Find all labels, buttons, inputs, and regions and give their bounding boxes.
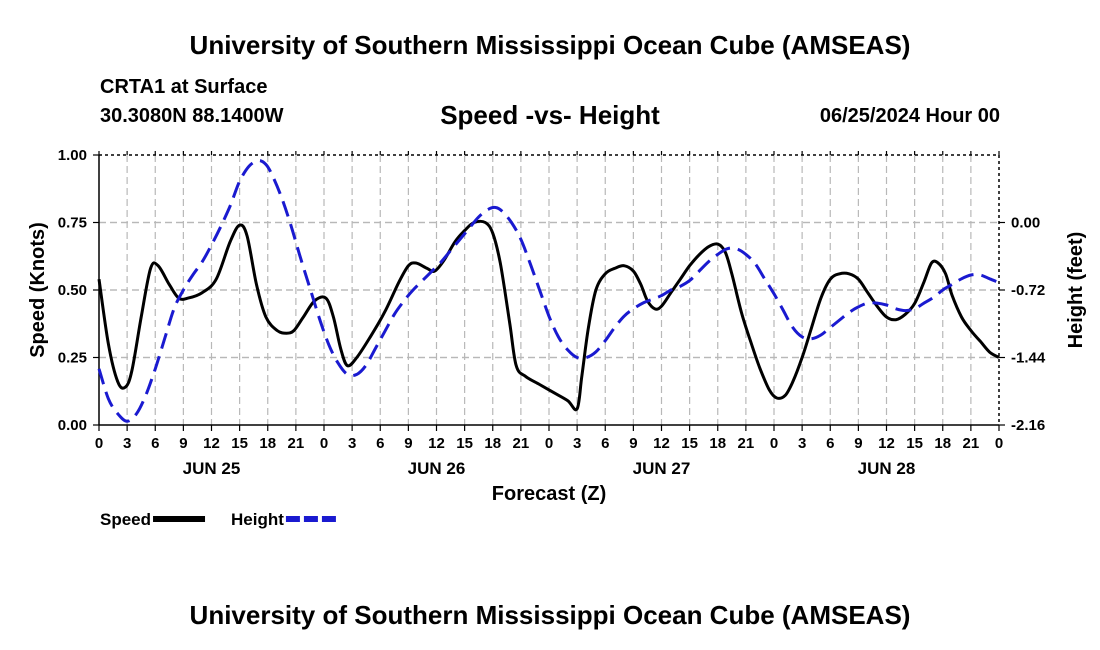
x-tick-label: 9 [404, 435, 412, 452]
x-tick-label: 9 [854, 435, 862, 452]
y-tick-label: 0.25 [58, 350, 87, 367]
x-tick-label: 9 [179, 435, 187, 452]
legend-label-speed: Speed [100, 510, 151, 529]
x-tick-label: 3 [348, 435, 356, 452]
x-tick-label: 12 [653, 435, 670, 452]
footer-title: University of Southern Mississippi Ocean… [189, 600, 911, 630]
y-tick-label: 0.00 [58, 417, 87, 434]
forecast-datetime: 06/25/2024 Hour 00 [819, 105, 1000, 127]
y2-tick-label: -0.72 [1011, 282, 1045, 299]
x-tick-label: 15 [456, 435, 473, 452]
height-series-line [97, 159, 1000, 423]
x-tick-label: 18 [259, 435, 276, 452]
x-tick-label: 21 [513, 435, 530, 452]
x-tick-label: 6 [601, 435, 609, 452]
y-tick-label: 1.00 [58, 147, 87, 164]
x-tick-label: 15 [231, 435, 248, 452]
legend-label-height: Height [231, 510, 284, 529]
x-axis-label: Forecast (Z) [492, 483, 606, 505]
day-label: JUN 27 [633, 459, 691, 478]
x-tick-label: 12 [878, 435, 895, 452]
y2-axis-label: Height (feet) [1065, 232, 1087, 349]
y-axis-label: Speed (Knots) [27, 222, 49, 358]
x-tick-label: 6 [376, 435, 384, 452]
x-tick-label: 3 [798, 435, 806, 452]
x-tick-label: 0 [320, 435, 328, 452]
x-tick-label: 18 [709, 435, 726, 452]
x-tick-label: 15 [681, 435, 698, 452]
station-label: CRTA1 at Surface [100, 76, 268, 98]
x-tick-label: 0 [95, 435, 103, 452]
x-tick-label: 0 [995, 435, 1003, 452]
x-tick-label: 6 [151, 435, 159, 452]
station-coordinates: 30.3080N 88.1400W [100, 105, 284, 127]
x-tick-label: 9 [629, 435, 637, 452]
x-tick-label: 12 [203, 435, 220, 452]
x-tick-label: 18 [934, 435, 951, 452]
x-tick-label: 21 [963, 435, 980, 452]
x-tick-label: 0 [545, 435, 553, 452]
main-title: University of Southern Mississippi Ocean… [189, 30, 911, 60]
x-tick-label: 21 [288, 435, 305, 452]
x-tick-label: 0 [770, 435, 778, 452]
x-tick-label: 6 [826, 435, 834, 452]
chart-subtitle: Speed -vs- Height [440, 100, 660, 130]
day-label: JUN 26 [408, 459, 466, 478]
x-tick-label: 21 [738, 435, 755, 452]
y2-tick-label: -2.16 [1011, 417, 1045, 434]
x-tick-label: 18 [484, 435, 501, 452]
y-tick-label: 0.75 [58, 215, 87, 232]
day-label: JUN 28 [858, 459, 916, 478]
y-tick-label: 0.50 [58, 282, 87, 299]
y2-tick-label: 0.00 [1011, 215, 1040, 232]
x-tick-label: 3 [573, 435, 581, 452]
y2-tick-label: -1.44 [1011, 350, 1046, 367]
x-tick-label: 3 [123, 435, 131, 452]
x-tick-label: 15 [906, 435, 923, 452]
speed-series-line [97, 219, 1000, 412]
x-tick-label: 12 [428, 435, 445, 452]
day-label: JUN 25 [183, 459, 241, 478]
